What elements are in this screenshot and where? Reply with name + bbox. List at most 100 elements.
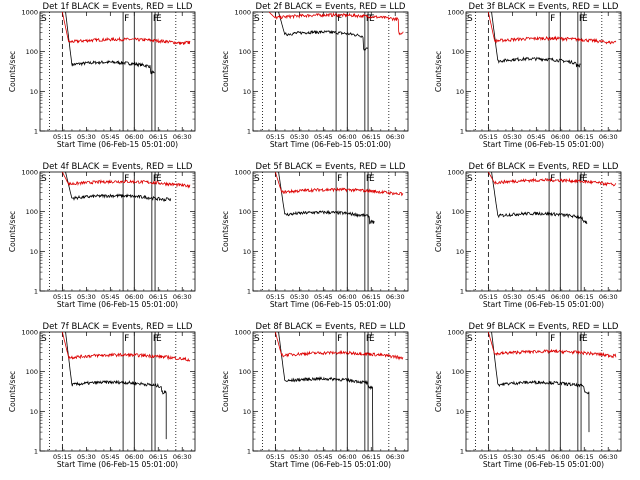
y-axis-label: Counts/sec	[8, 371, 17, 412]
phase-marker: F	[337, 14, 342, 24]
plot-frame	[465, 171, 622, 292]
lld-series-line	[62, 171, 191, 189]
y-axis-label: Counts/sec	[8, 51, 17, 92]
phase-marker: E	[582, 334, 588, 344]
panel-title: Det 2f BLACK = Events, RED = LLD	[256, 2, 406, 12]
y-tick-label: 1	[460, 288, 464, 296]
phase-marker: F	[366, 334, 371, 344]
phase-marker: F	[579, 334, 584, 344]
y-tick-label: 1	[460, 448, 464, 456]
plot-frame	[252, 11, 409, 132]
x-tick-label: 06:30	[599, 453, 618, 461]
x-tick-label: 06:00	[338, 293, 357, 301]
x-axis-label: Start Time (06-Feb-15 05:01:00)	[483, 140, 604, 149]
x-axis-label: Start Time (06-Feb-15 05:01:00)	[270, 300, 391, 309]
phase-marker: S	[41, 334, 47, 344]
panel-title: Det 6f BLACK = Events, RED = LLD	[469, 162, 619, 172]
y-tick-label: 1000	[447, 9, 464, 17]
panel-title: Det 4f BLACK = Events, RED = LLD	[43, 162, 193, 172]
lld-series-line	[268, 11, 404, 36]
plot-frame	[252, 171, 409, 292]
x-tick-label: 06:00	[338, 133, 357, 141]
y-axis-label: Counts/sec	[221, 211, 230, 252]
lld-series-line	[275, 171, 404, 197]
x-tick-label: 05:15	[479, 453, 498, 461]
detector-panel: Det 7f BLACK = Events, RED = LLD 1 10 100 10…	[8, 322, 196, 469]
panel-title: Det 5f BLACK = Events, RED = LLD	[256, 162, 406, 172]
x-tick-label: 06:00	[125, 133, 144, 141]
phase-marker: F	[153, 334, 158, 344]
y-axis-label: Counts/sec	[434, 211, 443, 252]
phase-marker: S	[41, 14, 47, 24]
panel-title: Det 1f BLACK = Events, RED = LLD	[43, 2, 193, 12]
phase-marker: F	[579, 14, 584, 24]
x-tick-label: 06:15	[149, 293, 168, 301]
x-tick-label: 06:00	[338, 453, 357, 461]
phase-marker: S	[254, 174, 260, 184]
x-axis-label: Start Time (06-Feb-15 05:01:00)	[57, 460, 178, 469]
x-tick-label: 05:30	[290, 453, 309, 461]
x-tick-label: 05:45	[101, 133, 120, 141]
phase-marker: F	[124, 174, 129, 184]
y-tick-label: 1	[247, 448, 251, 456]
x-tick-label: 06:15	[575, 293, 594, 301]
detector-panel: Det 3f BLACK = Events, RED = LLD 1 10 100 10…	[434, 2, 622, 149]
x-tick-label: 05:15	[53, 133, 72, 141]
y-tick-label: 1	[247, 128, 251, 136]
y-axis-label: Counts/sec	[434, 51, 443, 92]
y-tick-label: 100	[452, 208, 464, 216]
y-tick-label: 10	[243, 248, 251, 256]
x-tick-label: 06:30	[599, 133, 618, 141]
x-tick-label: 05:30	[290, 133, 309, 141]
y-axis-label: Counts/sec	[221, 371, 230, 412]
y-tick-label: 100	[239, 48, 251, 56]
y-axis-label: Counts/sec	[8, 211, 17, 252]
phase-marker: F	[550, 334, 555, 344]
phase-marker: F	[550, 14, 555, 24]
detector-panel: Det 8f BLACK = Events, RED = LLD 1 10 100 10…	[221, 322, 409, 469]
y-axis-label: Counts/sec	[434, 371, 443, 412]
x-tick-label: 05:30	[503, 293, 522, 301]
events-series-line	[278, 11, 368, 51]
x-tick-label: 06:15	[575, 133, 594, 141]
phase-marker: E	[156, 14, 162, 24]
x-tick-label: 06:00	[551, 133, 570, 141]
x-tick-label: 05:30	[77, 453, 96, 461]
x-tick-label: 05:15	[53, 453, 72, 461]
y-tick-label: 10	[456, 408, 464, 416]
x-axis-label: Start Time (06-Feb-15 05:01:00)	[270, 460, 391, 469]
x-tick-label: 06:00	[551, 453, 570, 461]
y-tick-label: 1000	[21, 9, 38, 17]
y-tick-label: 1	[34, 448, 38, 456]
lld-series-line	[62, 11, 191, 46]
x-tick-label: 06:15	[149, 453, 168, 461]
panel-title: Det 7f BLACK = Events, RED = LLD	[43, 322, 193, 332]
plot-frame	[39, 171, 196, 292]
y-tick-label: 100	[26, 48, 38, 56]
phase-marker: F	[124, 334, 129, 344]
lld-series-line	[488, 171, 617, 187]
x-axis-label: Start Time (06-Feb-15 05:01:00)	[483, 300, 604, 309]
x-tick-label: 06:30	[386, 453, 405, 461]
events-series-line	[491, 331, 590, 433]
phase-marker: E	[156, 334, 162, 344]
x-tick-label: 06:30	[173, 453, 192, 461]
events-series-line	[278, 331, 374, 452]
y-tick-label: 100	[452, 368, 464, 376]
y-tick-label: 1000	[21, 169, 38, 177]
lld-series-line	[488, 11, 617, 45]
x-tick-label: 06:30	[386, 133, 405, 141]
detector-panel: Det 5f BLACK = Events, RED = LLD 1 10 100 10…	[221, 162, 409, 309]
x-tick-label: 05:15	[479, 293, 498, 301]
plot-frame	[39, 11, 196, 132]
phase-marker: S	[254, 334, 260, 344]
x-tick-label: 05:15	[266, 293, 285, 301]
phase-marker: F	[153, 174, 158, 184]
y-tick-label: 1000	[234, 169, 251, 177]
x-tick-label: 05:45	[314, 453, 333, 461]
x-tick-label: 05:45	[527, 133, 546, 141]
y-tick-label: 1	[460, 128, 464, 136]
lld-series-line	[62, 331, 191, 362]
y-tick-label: 100	[26, 208, 38, 216]
